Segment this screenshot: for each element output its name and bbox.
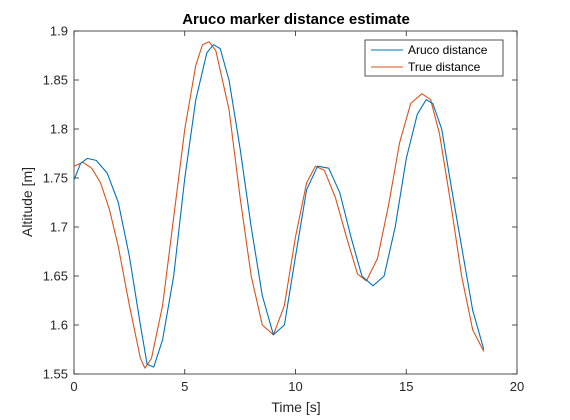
x-tick-label: 15: [399, 379, 413, 394]
series-line-aruco-distance: [73, 44, 485, 368]
legend-label-true-distance: True distance: [408, 60, 481, 74]
y-tick-label: 1.85: [43, 73, 68, 88]
y-tick-label: 1.75: [43, 171, 68, 186]
chart-title: Aruco marker distance estimate: [182, 11, 410, 28]
y-tick-label: 1.6: [50, 318, 68, 333]
y-tick-label: 1.7: [50, 220, 68, 235]
series-line-true-distance: [73, 41, 485, 369]
x-tick-label: 10: [288, 379, 302, 394]
x-tick-label: 0: [70, 379, 77, 394]
x-axis-label: Time [s]: [271, 399, 320, 415]
x-tick-label: 20: [510, 379, 524, 394]
y-tick-label: 1.8: [50, 122, 68, 137]
x-tick-label: 5: [181, 379, 188, 394]
legend-label-aruco-distance: Aruco distance: [408, 43, 488, 57]
y-tick-label: 1.55: [43, 367, 68, 382]
y-axis-label: Altitude [m]: [19, 167, 35, 237]
plot-area: 0 5 10 15 20 1.55 1.6 1.65 1.7 1.75 1.8 1.85 1.9: [43, 24, 525, 395]
legend-box: [364, 39, 504, 77]
y-tick-label: 1.9: [50, 24, 68, 39]
legend: Aruco distance True distance: [364, 39, 504, 77]
y-tick-label: 1.65: [43, 269, 68, 284]
